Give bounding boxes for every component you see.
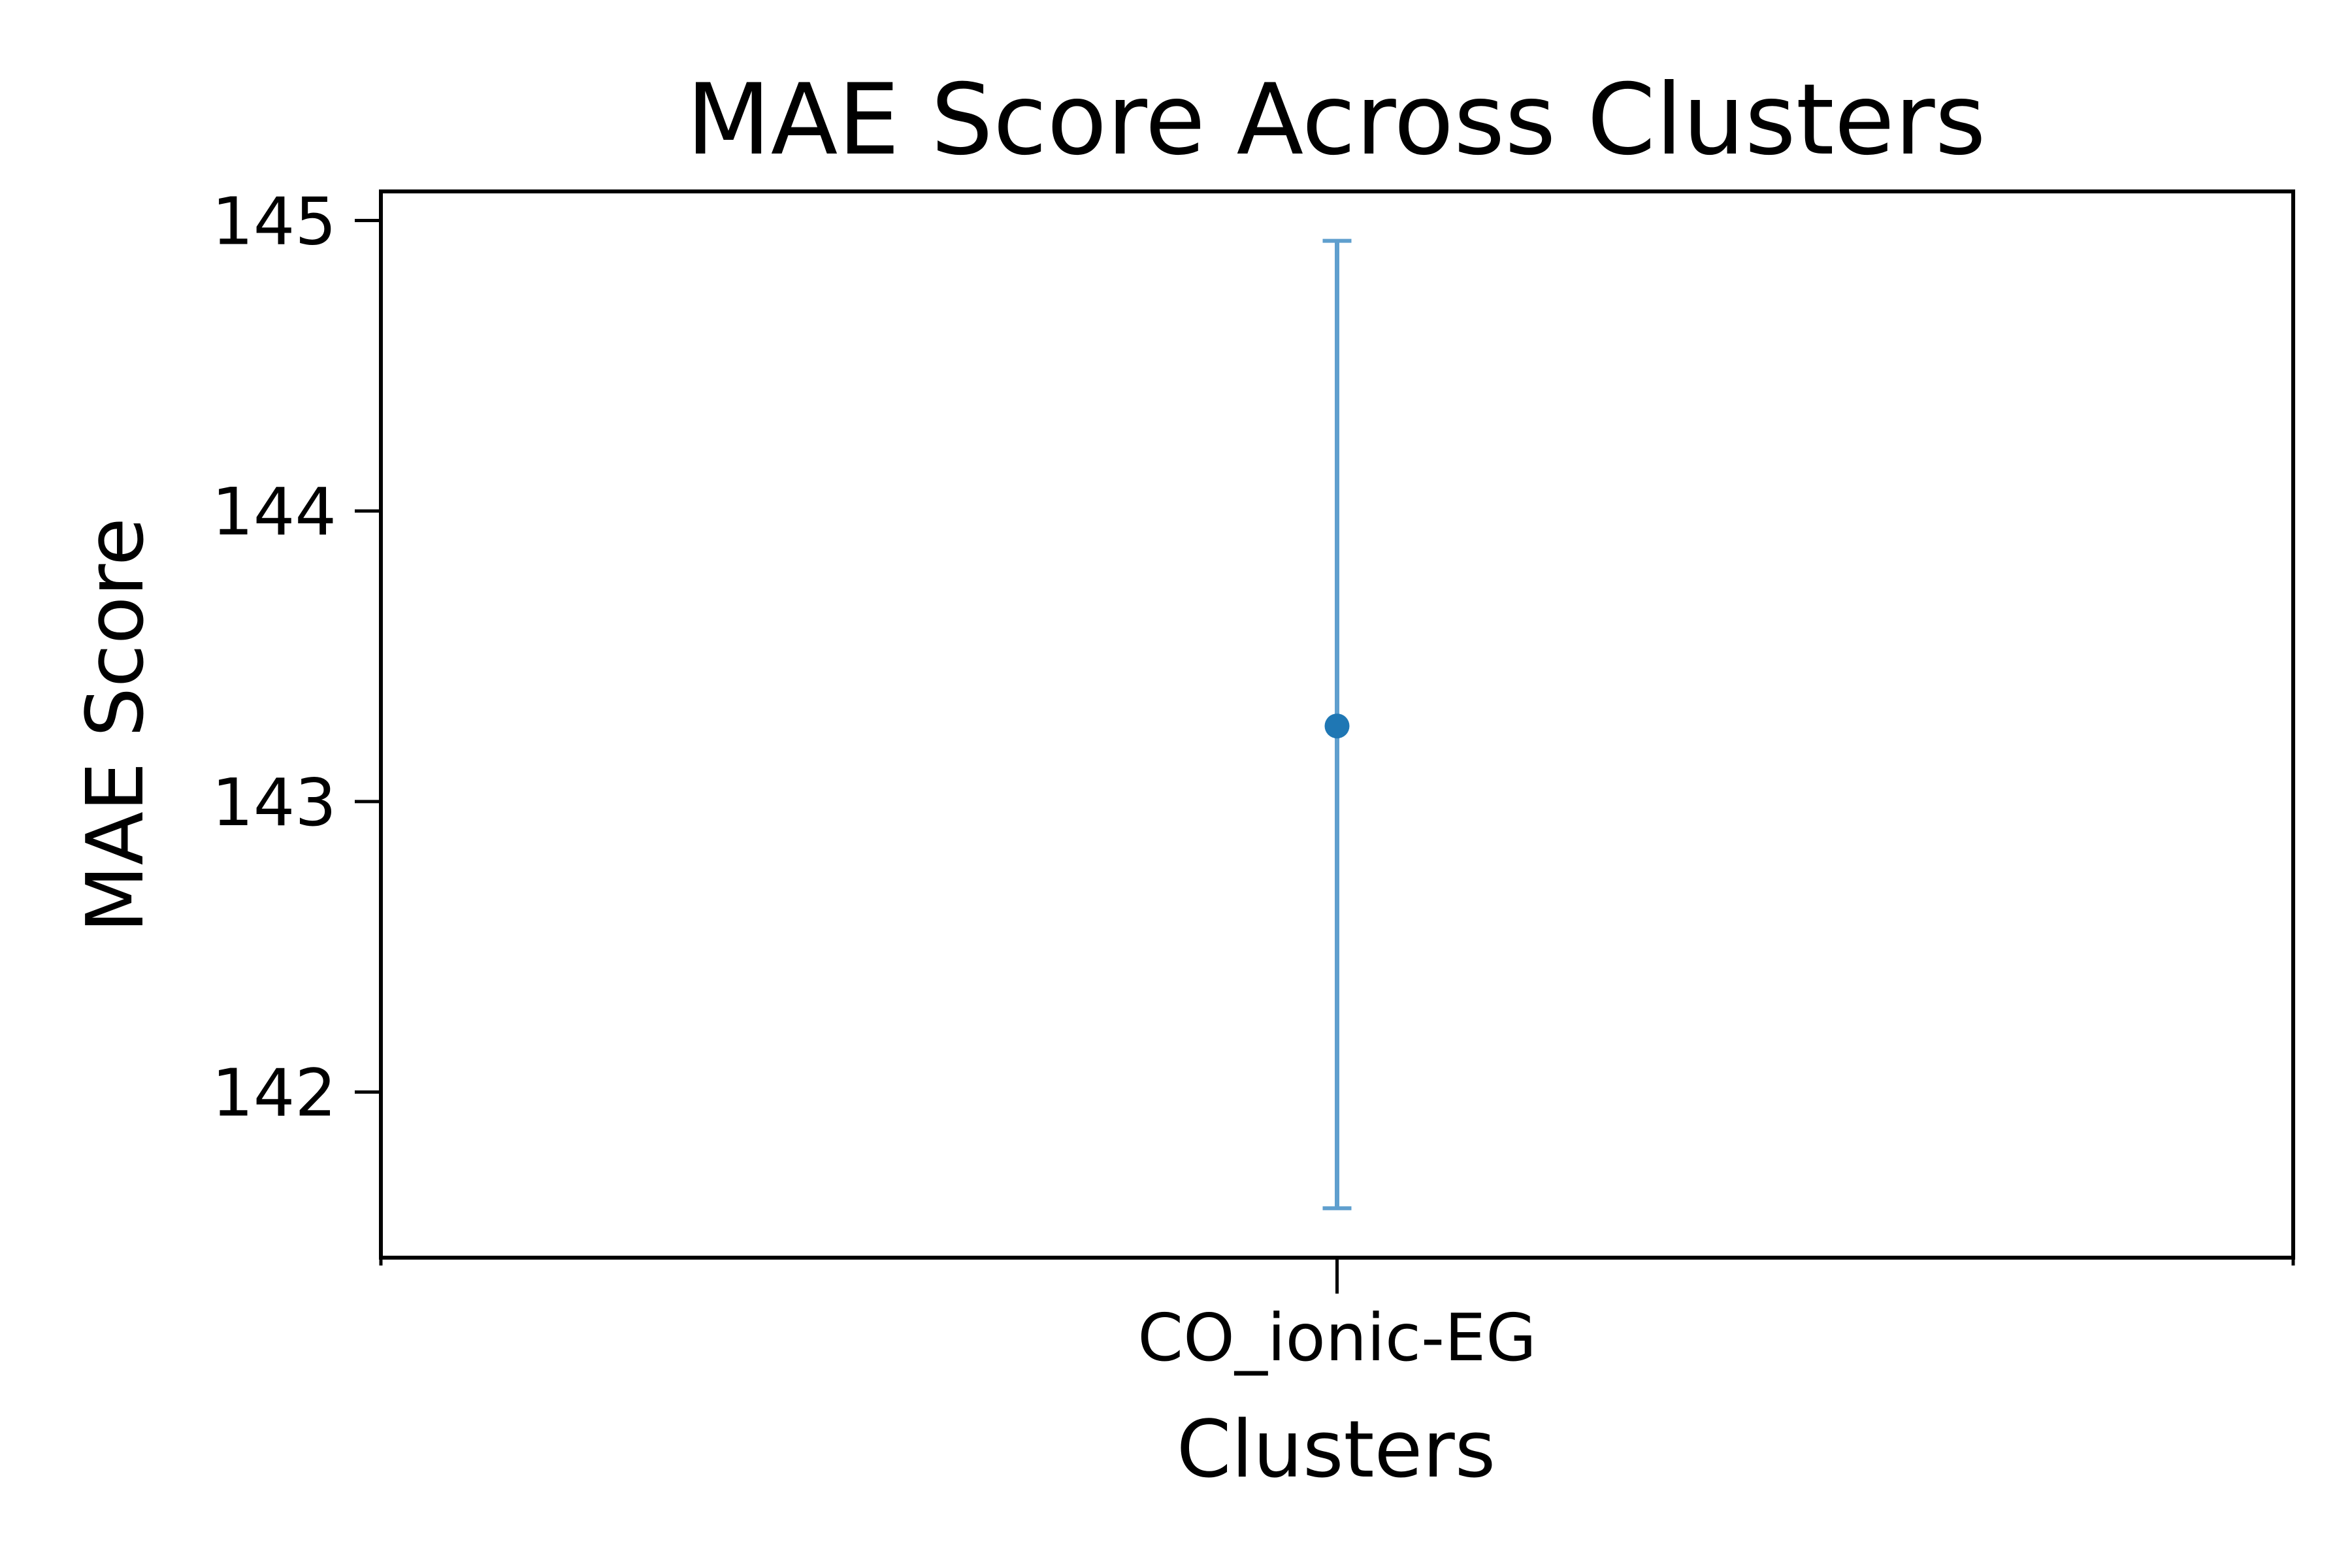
y-tick-label: 144 [212, 474, 336, 550]
data-point [1324, 713, 1350, 739]
x-axis-ticks: CO_ionic-EG [379, 1258, 2295, 1376]
y-tick-label: 145 [212, 183, 336, 259]
chart-title: MAE Score Across Clusters [686, 63, 1985, 177]
data-marks [1322, 238, 1352, 1211]
x-tick-label: CO_ionic-EG [1137, 1299, 1536, 1376]
y-tick-label: 143 [212, 764, 336, 841]
x-axis-label: Clusters [1177, 1405, 1495, 1495]
y-axis-label: MAE Score [71, 517, 161, 933]
y-tick-label: 142 [212, 1055, 336, 1132]
y-axis-ticks: 142 143 144 145 [212, 183, 381, 1132]
